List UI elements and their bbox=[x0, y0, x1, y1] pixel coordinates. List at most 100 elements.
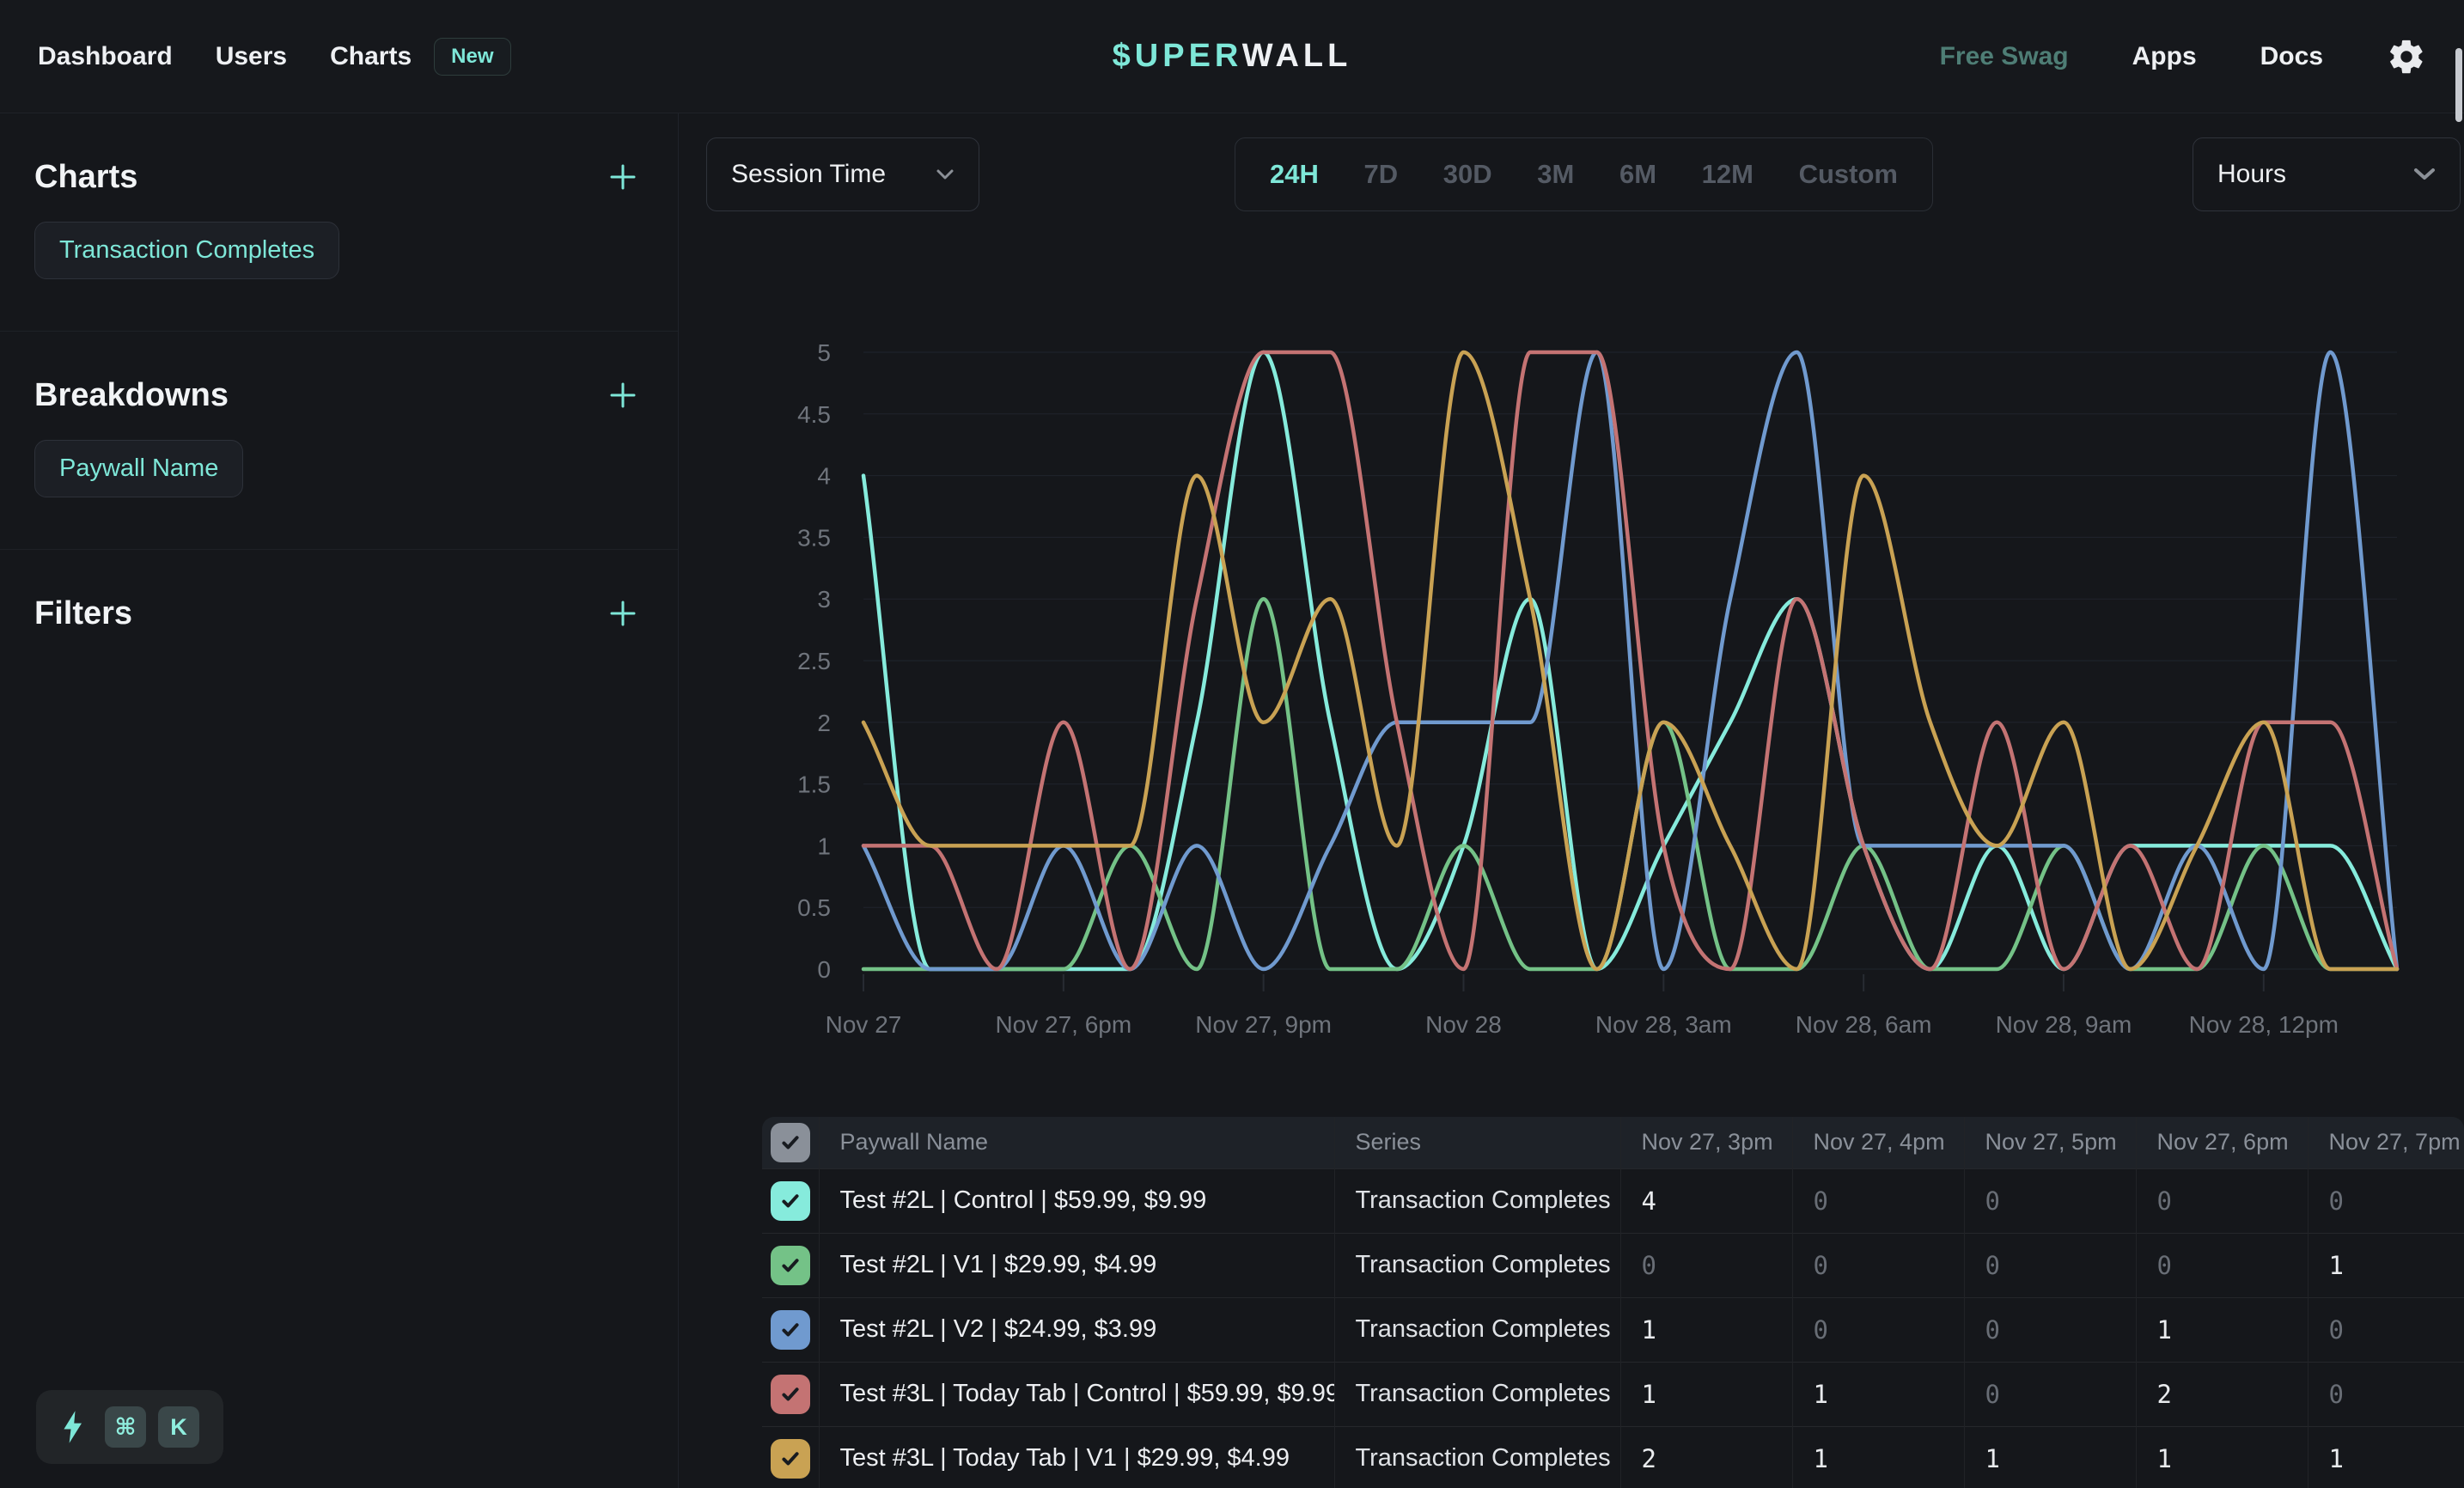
row-checkbox[interactable] bbox=[770, 1374, 810, 1414]
y-axis-label: 1.5 bbox=[797, 771, 831, 798]
chevron-down-icon bbox=[936, 169, 954, 180]
series-cell: Transaction Completes bbox=[1334, 1425, 1621, 1488]
value-cell: 1 bbox=[1792, 1361, 1965, 1426]
plus-icon bbox=[610, 601, 636, 626]
x-axis-label: Nov 28, 9am bbox=[1996, 1011, 2132, 1038]
nav-item-charts[interactable]: Charts bbox=[330, 41, 412, 70]
row-checkbox[interactable] bbox=[770, 1245, 810, 1285]
range-tab-12m[interactable]: 12M bbox=[1701, 159, 1753, 189]
column-header-nov-27-5pm: Nov 27, 5pm bbox=[1964, 1117, 2137, 1168]
value-cell: 0 bbox=[1964, 1361, 2137, 1426]
line-chart[interactable]: 0 0.5 1 1.5 2 2.5 3 3.5 4 4.5 5 Nov 27 Nov 27, 6pm No… bbox=[679, 258, 2464, 1074]
paywall-name-cell: Test #3L | Today Tab | Control | $59.99,… bbox=[819, 1361, 1335, 1426]
series-cell: Transaction Completes bbox=[1334, 1232, 1621, 1297]
value-cell: 0 bbox=[1792, 1296, 1965, 1362]
value-cell: 0 bbox=[1792, 1232, 1965, 1297]
shortcut-keys: ⌘ K bbox=[105, 1406, 199, 1448]
table-row: Test #3L | Today Tab | V1 | $29.99, $4.9… bbox=[762, 1425, 2464, 1488]
column-header-paywall-name: Paywall Name bbox=[819, 1117, 1335, 1168]
table-row: Test #2L | V2 | $24.99, $3.99 Transaction… bbox=[762, 1296, 2464, 1362]
value-cell: 1 bbox=[2136, 1425, 2308, 1488]
value-cell: 1 bbox=[2308, 1232, 2464, 1297]
metric-select[interactable]: Session Time bbox=[706, 137, 979, 211]
row-checkbox[interactable] bbox=[770, 1309, 810, 1350]
x-axis-label: Nov 28, 6am bbox=[1796, 1011, 1932, 1038]
check-icon bbox=[782, 1451, 799, 1466]
value-cell: 0 bbox=[2136, 1168, 2308, 1233]
logo-rest: WALL bbox=[1241, 38, 1352, 74]
series-line-test-3l-today-tab-control-59-99-9-99 bbox=[861, 350, 2400, 972]
value-cell: 0 bbox=[1620, 1232, 1793, 1297]
command-palette-shortcut[interactable]: ⌘ K bbox=[36, 1390, 223, 1464]
range-tab-3m[interactable]: 3M bbox=[1537, 159, 1575, 189]
series-cell: Transaction Completes bbox=[1334, 1361, 1621, 1426]
chevron-down-icon bbox=[2414, 168, 2435, 180]
value-cell: 0 bbox=[2308, 1168, 2464, 1233]
y-axis-label: 2 bbox=[817, 710, 831, 736]
row-checkbox[interactable] bbox=[770, 1180, 810, 1221]
paywall-name-cell: Test #2L | Control | $59.99, $9.99 bbox=[819, 1168, 1335, 1233]
column-header-nov-27-3pm: Nov 27, 3pm bbox=[1620, 1117, 1793, 1168]
y-axis-label: 1 bbox=[817, 832, 831, 859]
lightning-bolt-icon bbox=[64, 1411, 82, 1443]
x-axis-label: Nov 28, 12pm bbox=[2189, 1011, 2339, 1038]
range-tab-6m[interactable]: 6M bbox=[1619, 159, 1657, 189]
range-tab-30d[interactable]: 30D bbox=[1442, 159, 1492, 189]
nav-item-charts-group: Charts New bbox=[330, 37, 511, 76]
value-cell: 4 bbox=[1620, 1168, 1793, 1233]
scrollbar-thumb[interactable] bbox=[2455, 48, 2462, 122]
check-icon bbox=[782, 1387, 799, 1400]
x-axis-label: Nov 27 bbox=[826, 1011, 902, 1038]
nav-item-free-swag[interactable]: Free Swag bbox=[1939, 41, 2069, 70]
chip-paywall-name[interactable]: Paywall Name bbox=[34, 440, 244, 497]
unit-select-value: Hours bbox=[2217, 160, 2287, 188]
column-header-nov-27-7pm: Nov 27, 7pm bbox=[2308, 1117, 2464, 1168]
table-row: Test #2L | Control | $59.99, $9.99 Transa… bbox=[762, 1168, 2464, 1233]
nav-item-apps[interactable]: Apps bbox=[2132, 41, 2197, 70]
value-cell: 0 bbox=[2308, 1296, 2464, 1362]
range-tab-custom[interactable]: Custom bbox=[1798, 159, 1898, 189]
select-all-checkbox[interactable] bbox=[770, 1122, 810, 1162]
keycap-cmd: ⌘ bbox=[105, 1406, 146, 1448]
paywall-name-cell: Test #3L | Today Tab | V1 | $29.99, $4.9… bbox=[819, 1425, 1335, 1488]
plus-icon bbox=[610, 164, 636, 190]
sidebar-section-breakdowns: Breakdowns Paywall Name bbox=[0, 332, 678, 550]
chip-transaction-completes[interactable]: Transaction Completes bbox=[34, 222, 340, 279]
table-row: Test #3L | Today Tab | Control | $59.99,… bbox=[762, 1361, 2464, 1426]
secondary-nav-links: Free Swag Apps Docs bbox=[1940, 42, 2323, 71]
nav-item-users[interactable]: Users bbox=[215, 41, 288, 70]
range-tab-24h[interactable]: 24H bbox=[1270, 159, 1319, 189]
paywall-name-cell: Test #2L | V1 | $29.99, $4.99 bbox=[819, 1232, 1335, 1297]
add-filter-button[interactable] bbox=[606, 595, 643, 632]
breakdown-table: Paywall Name Series Nov 27, 3pm Nov 27, 4pm… bbox=[762, 1117, 2464, 1488]
table-header-row: Paywall Name Series Nov 27, 3pm Nov 27, 4pm… bbox=[762, 1117, 2464, 1168]
check-icon bbox=[782, 1193, 799, 1207]
y-axis-label: 3.5 bbox=[797, 524, 831, 551]
add-breakdown-button[interactable] bbox=[606, 376, 643, 414]
superwall-logo: $UPERWALL bbox=[1113, 38, 1352, 75]
value-cell: 2 bbox=[1620, 1425, 1793, 1488]
y-axis-label: 5 bbox=[817, 339, 831, 366]
gear-icon[interactable] bbox=[2387, 37, 2426, 76]
x-axis-label: Nov 28, 3am bbox=[1595, 1011, 1732, 1038]
x-axis-label: Nov 27, 6pm bbox=[995, 1011, 1131, 1038]
value-cell: 1 bbox=[1792, 1425, 1965, 1488]
select-all-cell bbox=[762, 1117, 820, 1168]
logo-accent: $UPER bbox=[1112, 38, 1242, 74]
add-chart-button[interactable] bbox=[606, 158, 643, 196]
top-nav: Dashboard Users Charts New $UPERWALL Free S… bbox=[0, 0, 2464, 113]
range-tab-7d[interactable]: 7D bbox=[1363, 159, 1399, 189]
y-axis-label: 2.5 bbox=[797, 648, 831, 674]
unit-select[interactable]: Hours bbox=[2193, 137, 2461, 211]
sidebar-section-filters: Filters bbox=[0, 550, 678, 684]
y-axis-label: 4.5 bbox=[797, 401, 831, 428]
row-checkbox[interactable] bbox=[770, 1438, 810, 1479]
value-cell: 1 bbox=[2308, 1425, 2464, 1488]
check-icon bbox=[782, 1322, 799, 1336]
column-header-series: Series bbox=[1334, 1117, 1621, 1168]
column-header-nov-27-4pm: Nov 27, 4pm bbox=[1792, 1117, 1965, 1168]
x-axis-label: Nov 28 bbox=[1425, 1011, 1502, 1038]
nav-item-docs[interactable]: Docs bbox=[2260, 41, 2323, 70]
y-axis-label: 0 bbox=[817, 956, 831, 983]
nav-item-dashboard[interactable]: Dashboard bbox=[38, 41, 173, 70]
